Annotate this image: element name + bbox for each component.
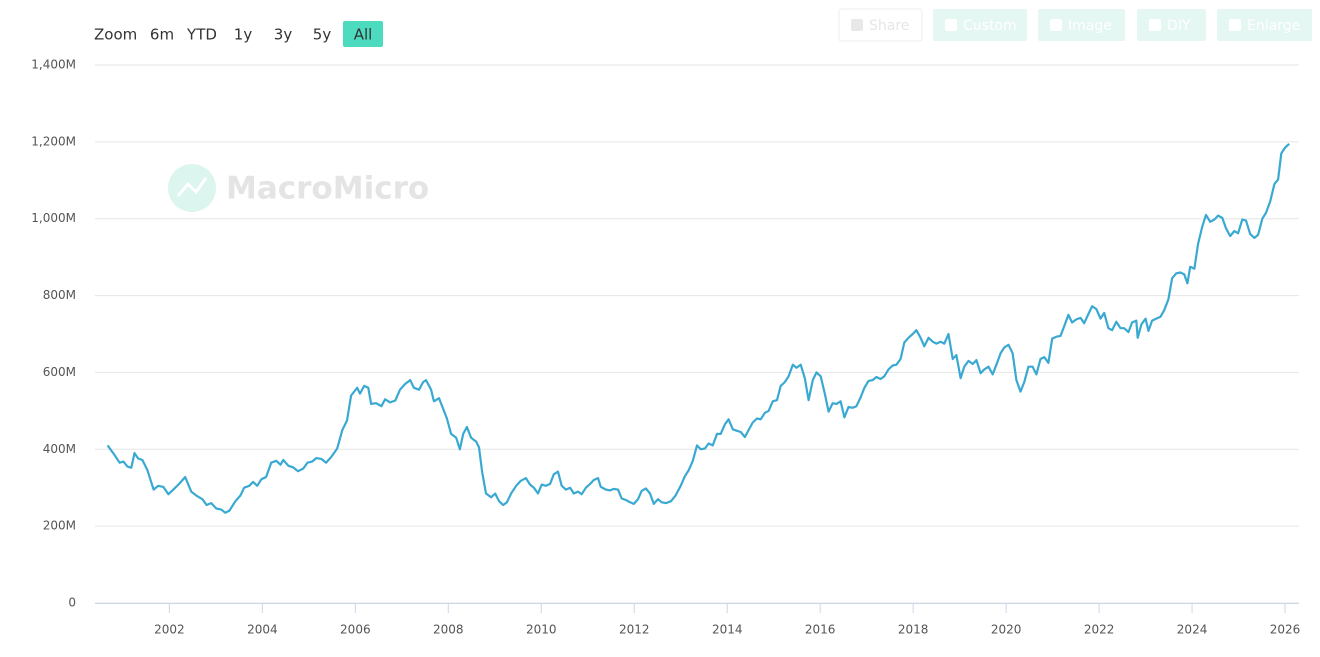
x-tick-label: 2010 [526, 623, 557, 637]
x-tick-label: 2022 [1084, 623, 1115, 637]
range-button[interactable]: All [343, 21, 383, 47]
toolbar-button-bg [933, 9, 1027, 41]
y-tick-label: 1,400M [31, 58, 76, 72]
x-tick-label: 2016 [805, 623, 836, 637]
range-button-label: 1y [234, 26, 253, 44]
range-button-label: YTD [186, 26, 217, 44]
y-tick-label: 800M [43, 288, 76, 302]
range-button-label: 6m [150, 26, 174, 44]
x-tick-label: 2008 [433, 623, 464, 637]
range-button[interactable]: 6m [150, 26, 174, 44]
x-tick-label: 2006 [340, 623, 371, 637]
zoom-label: Zoom [94, 26, 137, 44]
toolbar-label: Custom [963, 18, 1017, 34]
toolbar-button[interactable]: DIY [1137, 9, 1206, 41]
y-tick-label: 600M [43, 365, 76, 379]
toolbar-button-bg [1137, 9, 1206, 41]
toolbar-icon [851, 19, 863, 31]
x-tick-label: 2018 [898, 623, 929, 637]
toolbar-button[interactable]: Share [838, 8, 923, 42]
toolbar-button-bg [1217, 9, 1312, 41]
range-button-label: All [354, 26, 373, 44]
x-tick-label: 2004 [247, 623, 278, 637]
range-button-label: 5y [313, 26, 332, 44]
toolbar-label: Share [869, 18, 909, 34]
y-tick-label: 1,200M [31, 134, 76, 148]
watermark-text: MacroMicro [226, 171, 429, 207]
toolbar-icon [945, 19, 957, 31]
x-tick-label: 2024 [1177, 623, 1208, 637]
range-button-label: 3y [274, 26, 293, 44]
y-tick-label: 0 [68, 596, 76, 610]
range-button[interactable]: 3y [274, 26, 293, 44]
watermark: MacroMicro [168, 164, 429, 212]
toolbar-button-bg [1038, 9, 1125, 41]
toolbar-button[interactable]: Enlarge [1217, 9, 1312, 41]
toolbar-button[interactable]: Custom [933, 9, 1027, 41]
range-button[interactable]: YTD [186, 26, 217, 44]
y-tick-label: 200M [43, 519, 76, 533]
x-tick-label: 2012 [619, 623, 650, 637]
toolbar-label: Enlarge [1247, 18, 1300, 34]
x-tick-label: 2020 [991, 623, 1022, 637]
y-tick-label: 400M [43, 442, 76, 456]
range-button-bg [343, 21, 383, 47]
toolbar-icon [1050, 19, 1062, 31]
toolbar-button-bg [838, 8, 923, 42]
x-tick-label: 2002 [154, 623, 185, 637]
toolbar-button[interactable]: Image [1038, 9, 1125, 41]
range-button[interactable]: 1y [234, 26, 253, 44]
toolbar-label: DIY [1167, 18, 1191, 34]
data-line [106, 142, 1290, 514]
y-tick-label: 1,000M [31, 211, 76, 225]
toolbar-icon [1149, 19, 1161, 31]
toolbar-label: Image [1068, 18, 1112, 34]
toolbar-icon [1229, 19, 1241, 31]
watermark-icon [176, 177, 208, 197]
x-tick-label: 2014 [712, 623, 743, 637]
range-button[interactable]: 5y [313, 26, 332, 44]
x-tick-label: 2026 [1270, 623, 1301, 637]
